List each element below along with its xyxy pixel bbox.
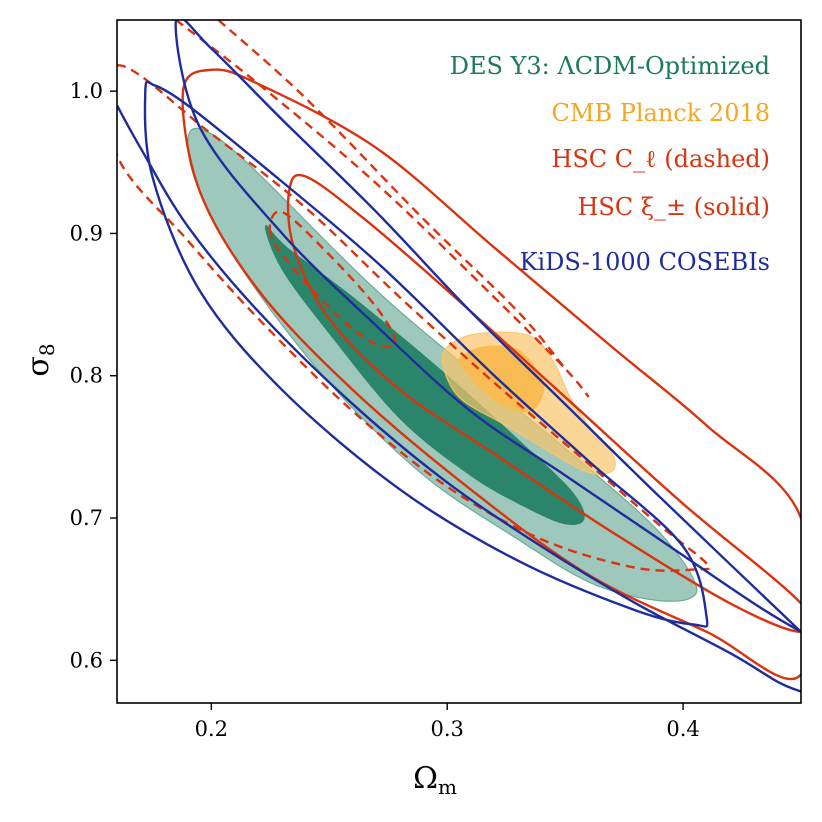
y-axis-label-main: σ	[21, 356, 56, 376]
x-tick-label: 0.2	[195, 717, 228, 741]
legend-hsc-xi: HSC ξ_± (solid)	[577, 193, 770, 221]
y-tick-label: 0.7	[70, 506, 103, 530]
contour-hsc-c-ell-95-	[117, 64, 711, 572]
y-axis-label-sub: 8	[35, 343, 59, 356]
plot-frame	[116, 19, 802, 704]
y-axis: 0.6 0.7 0.8 0.9 1.0	[70, 79, 117, 672]
y-tick-label: 1.0	[70, 79, 103, 103]
x-tick-label: 0.3	[431, 717, 464, 741]
contour-layer	[117, 20, 801, 693]
x-axis: 0.2 0.3 0.4	[195, 703, 700, 741]
contour-hsc-xi-pm-95-	[181, 68, 801, 681]
y-axis-label: σ8	[21, 343, 59, 376]
legend-hsc-cl: HSC C_ℓ (dashed)	[551, 145, 770, 173]
contour-hsc-c-ell-95-upper-2	[217, 20, 567, 370]
legend-planck: CMB Planck 2018	[552, 99, 770, 127]
contour-kids-95-outer	[117, 104, 801, 693]
x-axis-label-sub: m	[438, 775, 457, 799]
y-tick-label: 0.8	[70, 364, 103, 388]
x-tick-label: 0.4	[666, 717, 699, 741]
contour-hsc-c-ell-95-upper	[175, 20, 590, 398]
y-tick-label: 0.9	[70, 221, 103, 245]
legend: DES Y3: ΛCDM-Optimized CMB Planck 2018 H…	[450, 52, 770, 276]
contour-kids-95-inner	[143, 80, 709, 628]
x-axis-label: Ωm	[413, 761, 457, 799]
legend-des: DES Y3: ΛCDM-Optimized	[450, 52, 770, 80]
x-axis-label-main: Ω	[413, 761, 438, 796]
contour-hsc-xi-pm-68-	[286, 173, 801, 634]
legend-kids: KiDS-1000 COSEBIs	[520, 248, 770, 276]
contour-kids-68-	[174, 20, 801, 634]
y-tick-label: 0.6	[70, 648, 103, 672]
contour-des-y3-95-	[187, 127, 698, 602]
